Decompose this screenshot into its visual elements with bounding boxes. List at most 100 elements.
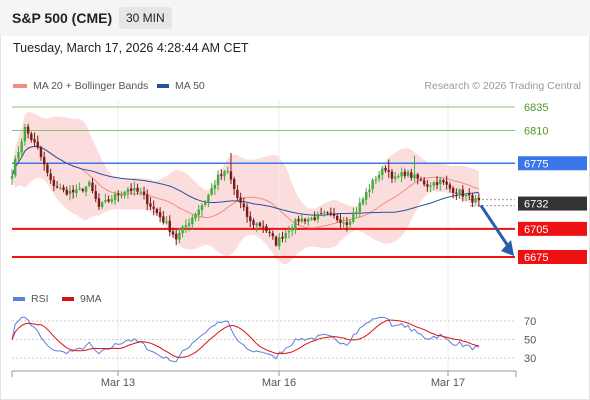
candle-body	[139, 191, 142, 193]
chart-header: S&P 500 (CME) 30 MIN	[0, 0, 590, 36]
candle-body	[30, 133, 33, 140]
candle-body	[422, 180, 426, 185]
candle-body	[271, 233, 275, 237]
candle-body	[94, 191, 97, 199]
candle-body	[97, 198, 101, 207]
candle-body	[319, 213, 323, 215]
legend-ma-bb: MA 20 + Bollinger Bands	[13, 80, 148, 92]
candle-body	[358, 202, 361, 212]
candle-body	[33, 139, 36, 143]
candle-body	[36, 141, 39, 148]
candle-body	[168, 220, 171, 232]
legend-ma50: MA 50	[157, 80, 205, 92]
candle-body	[100, 202, 104, 207]
candle-body	[158, 212, 162, 218]
candle-body	[81, 189, 85, 192]
candle-body	[451, 188, 455, 193]
candle-body	[307, 219, 310, 222]
research-credit: Research © 2026 Trading Central	[424, 80, 581, 92]
candle-body	[175, 233, 178, 240]
candle-body	[14, 158, 17, 176]
candle-body	[281, 236, 284, 239]
candle-body	[165, 221, 168, 223]
candle-body	[445, 181, 448, 185]
candle-body	[455, 192, 458, 194]
candle-body	[287, 231, 291, 233]
candle-body	[310, 217, 313, 220]
candle-body	[390, 171, 394, 179]
candle-body	[223, 171, 226, 177]
candle-body	[297, 219, 300, 222]
candle-body	[239, 197, 242, 203]
candle-body	[419, 179, 423, 181]
candle-body	[26, 126, 30, 134]
candle-body	[178, 232, 181, 240]
candle-body	[458, 189, 461, 194]
timestamp: Tuesday, March 17, 2026 4:28:44 AM CET	[13, 41, 249, 55]
rsi-line	[11, 316, 480, 363]
candle-body	[126, 189, 130, 193]
candle-body	[294, 219, 297, 230]
candle-body	[361, 198, 365, 204]
candle-body	[355, 211, 358, 213]
candle-body	[284, 233, 287, 239]
candle-body	[377, 175, 381, 179]
target-label-6835: 6835	[524, 102, 548, 114]
current-price-label: 6732	[524, 199, 548, 211]
candle-body	[468, 193, 471, 196]
support-tag-6705	[518, 221, 587, 236]
candle-body	[268, 231, 271, 233]
rsi-tick-50: 50	[524, 335, 536, 347]
candle-body	[442, 180, 445, 183]
candle-body	[249, 216, 252, 221]
rsi-ma-label: 9MA	[80, 293, 102, 305]
candle-body	[393, 176, 397, 179]
candle-body	[342, 222, 345, 224]
candle-body	[229, 171, 233, 180]
candle-body	[461, 189, 464, 197]
candle-body	[413, 174, 416, 179]
rsi-ma-swatch	[62, 297, 74, 302]
candle-body	[88, 182, 91, 186]
rsi-swatch	[13, 297, 25, 302]
resistance-label-6775: 6775	[524, 158, 548, 170]
candle-body	[397, 176, 400, 178]
candle-body	[326, 212, 329, 214]
resistance-tag-6775	[518, 156, 587, 171]
rsi-label: RSI	[31, 293, 49, 305]
candle-body	[191, 217, 194, 224]
candle-body	[142, 191, 146, 195]
forecast-arrow-head	[501, 240, 514, 256]
timeframe-button[interactable]: 30 MIN	[119, 7, 172, 29]
candle-body	[236, 189, 239, 198]
candle-body	[387, 170, 390, 172]
candle-body	[232, 178, 236, 190]
candle-body	[261, 226, 265, 228]
candle-body	[429, 185, 432, 187]
rsi-tick-30: 30	[524, 353, 536, 365]
candle-body	[43, 157, 46, 165]
ma50-line	[11, 145, 479, 216]
ma20-line	[11, 145, 480, 229]
ma-bb-label: MA 20 + Bollinger Bands	[33, 80, 149, 92]
current-price-tag	[518, 196, 587, 211]
candle-body	[133, 188, 136, 191]
candle-body	[448, 184, 452, 189]
candle-body	[274, 236, 278, 246]
candle-body	[210, 188, 213, 195]
candle-body	[220, 174, 223, 176]
candle-body	[278, 237, 281, 247]
candle-body	[113, 193, 117, 201]
candle-body	[471, 195, 474, 203]
candle-body	[200, 205, 204, 211]
candle-body	[123, 191, 126, 196]
candle-body	[432, 182, 436, 186]
x-tick-label: Mar 13	[101, 377, 135, 389]
candle-body	[110, 199, 114, 202]
x-tick-label: Mar 17	[431, 377, 465, 389]
candle-body	[474, 198, 477, 203]
candle-body	[155, 209, 159, 213]
candle-body	[426, 184, 429, 187]
candle-body	[368, 189, 371, 192]
